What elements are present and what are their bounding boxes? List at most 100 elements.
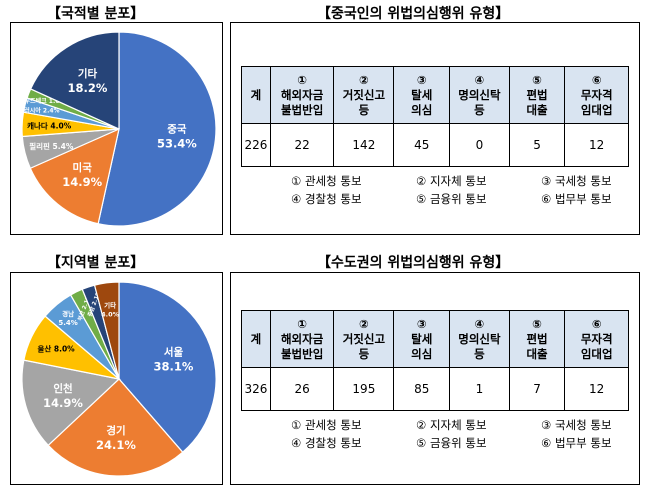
china-violation-table: 계 ① 해외자금 불법반입 ② 거짓신고 등 ③ 탈세 의심 ④ 명의신탁 등 ⑤ 편법 대출 ⑥ 무자격 임대업 … — [241, 66, 629, 167]
pie-slice — [47, 378, 184, 477]
header-label: 탈세 — [411, 331, 433, 346]
table-header-cell: 계 — [241, 310, 271, 368]
header-label: 임대업 — [580, 346, 613, 361]
table-cell: 5 — [508, 123, 566, 167]
header-label: 편법 — [526, 331, 548, 346]
header-number: ⑥ — [591, 72, 602, 87]
header-number: ⑤ — [532, 316, 542, 331]
table-header-row: 계 ① 해외자금 불법반입 ② 거짓신고 등 ③ 탈세 의심 ④ 명의신탁 등 ⑤ 편법 대출 ⑥ 무자격 임대업 — [241, 66, 629, 124]
table-header-cell: ④ 명의신탁 등 — [449, 66, 510, 124]
pie-slice — [97, 31, 217, 227]
header-number: ⑤ — [532, 72, 542, 87]
pie-slice-label: 중국 53.4% — [157, 123, 197, 150]
china-violation-notes: ① 관세청 통보 ② 지자체 통보 ③ 국세청 통보 ④ 경찰청 통보 ⑤ 금융위 통보… — [291, 173, 631, 213]
capital-violation-table-title: 【수도권의 위법의심행위 유형】 — [317, 255, 510, 271]
region-pie-panel: 서울 38.1% 경기 24.1% 인천 14.9% 울산 8.0% 경남 5.4% 부산 2.1… — [10, 272, 223, 485]
header-label: 등 — [358, 346, 370, 361]
header-number: ④ — [474, 72, 485, 87]
pie-slice-label: 캐나다 4.0% — [27, 121, 72, 131]
legend-note: ② 지자체 통보 — [416, 174, 487, 188]
pie-slice-label: 울산 8.0% — [37, 344, 75, 354]
table-cell: 1 — [449, 367, 510, 411]
header-label: 무자격 — [580, 87, 613, 102]
header-number: ① — [297, 72, 307, 87]
pie-slice-label: 미국 14.9% — [62, 161, 102, 189]
table-header-cell: ⑥ 무자격 임대업 — [564, 310, 629, 368]
table-cell: 22 — [269, 123, 335, 167]
header-label: 등 — [474, 346, 485, 361]
header-number: ③ — [416, 72, 427, 87]
region-pie-title: 【지역별 분포】 — [47, 255, 145, 271]
header-label: 불법반입 — [280, 102, 324, 117]
header-label: 거짓신고 — [342, 87, 386, 102]
legend-note: ① 관세청 통보 — [291, 418, 362, 432]
pie-slice-label: 경남 5.4% — [58, 309, 77, 327]
header-number: 계 — [250, 87, 262, 102]
header-label: 해외자금 — [280, 87, 324, 102]
table-header-cell: ③ 탈세 의심 — [393, 66, 451, 124]
legend-note: ④ 경찰청 통보 — [291, 192, 362, 206]
table-cell: 26 — [269, 367, 335, 411]
header-label: 불법반입 — [280, 346, 324, 361]
header-label: 탈세 — [411, 87, 433, 102]
table-header-cell: ② 거짓신고 등 — [333, 310, 395, 368]
header-number: ① — [297, 316, 307, 331]
legend-note: ⑤ 금융위 통보 — [416, 436, 487, 450]
table-cell: 142 — [333, 123, 395, 167]
header-label: 명의신탁 — [458, 87, 501, 102]
table-header-cell: ⑤ 편법 대출 — [508, 66, 566, 124]
legend-note: ④ 경찰청 통보 — [291, 436, 362, 450]
table-row: 226 22 142 45 0 5 12 — [241, 123, 629, 167]
header-label: 무자격 — [580, 331, 613, 346]
legend-note: ③ 국세청 통보 — [541, 418, 612, 432]
region-pie-chart: 서울 38.1%경기 24.1%인천 14.9%울산 8.0%경남 5.4%부산 2.1… — [21, 281, 217, 477]
legend-note: ⑥ 법무부 통보 — [541, 192, 612, 206]
header-number: ② — [359, 316, 369, 331]
table-cell: 326 — [241, 367, 271, 411]
table-header-cell: ① 해외자금 불법반입 — [269, 310, 335, 368]
table-cell: 85 — [393, 367, 451, 411]
header-number: ③ — [416, 316, 427, 331]
pie-slice — [21, 359, 121, 447]
nationality-pie-title: 【국적별 분포】 — [47, 6, 145, 22]
header-label: 등 — [474, 102, 485, 117]
header-label: 편법 — [526, 87, 548, 102]
pie-slice — [93, 281, 120, 380]
table-header-row: 계 ① 해외자금 불법반입 ② 거짓신고 등 ③ 탈세 의심 ④ 명의신탁 등 ⑤ 편법 대출 ⑥ 무자격 임대업 — [241, 310, 629, 368]
legend-note: ③ 국세청 통보 — [541, 174, 612, 188]
header-number: ④ — [474, 316, 485, 331]
capital-violation-notes: ① 관세청 통보 ② 지자체 통보 ③ 국세청 통보 ④ 경찰청 통보 ⑤ 금융위 통보… — [291, 417, 631, 457]
china-violation-panel: 계 ① 해외자금 불법반입 ② 거짓신고 등 ③ 탈세 의심 ④ 명의신탁 등 ⑤ 편법 대출 ⑥ 무자격 임대업 … — [230, 22, 640, 235]
header-label: 대출 — [526, 346, 548, 361]
table-header-cell: ④ 명의신탁 등 — [449, 310, 510, 368]
pie-slice-label: 필리핀 5.4% — [29, 141, 74, 151]
pie-slice-label: 우즈베크 1.6% — [25, 97, 66, 105]
nationality-pie-panel: 중국 53.4% 미국 14.9% 필리핀 5.4% 캐나다 4.0% 러시아 2.4% 우즈… — [10, 22, 223, 235]
table-header-cell: ⑤ 편법 대출 — [508, 310, 566, 368]
capital-violation-table: 계 ① 해외자금 불법반입 ② 거짓신고 등 ③ 탈세 의심 ④ 명의신탁 등 ⑤ 편법 대출 ⑥ 무자격 임대업 … — [241, 310, 629, 411]
pie-slice — [118, 281, 217, 454]
header-label: 의심 — [411, 346, 433, 361]
table-header-cell: ⑥ 무자격 임대업 — [564, 66, 629, 124]
pie-slice — [29, 31, 120, 130]
table-cell: 12 — [564, 123, 629, 167]
pie-slice-label: 기타 18.2% — [68, 67, 108, 95]
header-number: 계 — [250, 331, 262, 346]
table-cell: 45 — [393, 123, 451, 167]
pie-slice-label: 서울 38.1% — [154, 346, 194, 374]
table-cell: 7 — [508, 367, 566, 411]
legend-note: ⑥ 법무부 통보 — [541, 436, 612, 450]
pie-slice-label: 기타 4.0% — [101, 301, 120, 319]
table-header-cell: 계 — [241, 66, 271, 124]
header-number: ② — [359, 72, 369, 87]
header-label: 거짓신고 — [342, 331, 386, 346]
pie-slice-label: 러시아 2.4% — [24, 106, 59, 114]
table-cell: 12 — [564, 367, 629, 411]
header-number: ⑥ — [591, 316, 602, 331]
table-header-cell: ① 해외자금 불법반입 — [269, 66, 335, 124]
legend-note: ⑤ 금융위 통보 — [416, 192, 487, 206]
legend-note: ① 관세청 통보 — [291, 174, 362, 188]
pie-slice — [29, 127, 120, 225]
capital-violation-panel: 계 ① 해외자금 불법반입 ② 거짓신고 등 ③ 탈세 의심 ④ 명의신탁 등 ⑤ 편법 대출 ⑥ 무자격 임대업 … — [230, 272, 640, 485]
header-label: 의심 — [411, 102, 433, 117]
